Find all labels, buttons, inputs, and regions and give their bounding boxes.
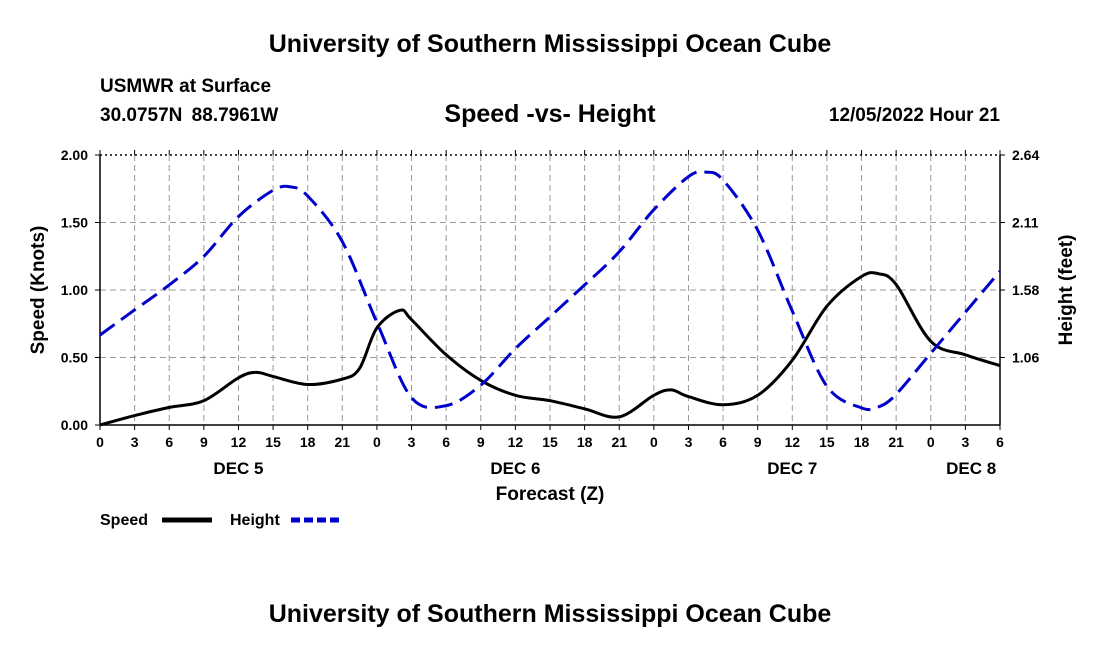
x-tick-label: 3 [408, 434, 416, 450]
x-tick-label: 18 [300, 434, 316, 450]
x-tick-label: 12 [508, 434, 524, 450]
x-tick-label: 15 [819, 434, 835, 450]
y-tick-label-left: 1.50 [61, 215, 88, 231]
x-tick-label: 3 [961, 434, 969, 450]
y-tick-label-right: 1.58 [1012, 282, 1039, 298]
x-tick-label: 18 [577, 434, 593, 450]
x-tick-label: 6 [719, 434, 727, 450]
x-tick-label: 9 [754, 434, 762, 450]
x-tick-label: 21 [335, 434, 351, 450]
x-tick-label: 6 [996, 434, 1004, 450]
chart-datetime: 12/05/2022 Hour 21 [828, 105, 1000, 126]
axis-layer [95, 150, 1005, 430]
x-tick-label: 0 [927, 434, 935, 450]
x-tick-label: 12 [785, 434, 801, 450]
y-tick-label-left: 1.00 [61, 282, 88, 298]
x-tick-label: 0 [650, 434, 658, 450]
x-day-label: DEC 6 [490, 459, 540, 478]
y-tick-label-left: 0.00 [61, 417, 88, 433]
y-tick-label-left: 0.50 [61, 350, 88, 366]
y-tick-label-right: 2.11 [1012, 215, 1039, 231]
station-name: USMWR at Surface [100, 76, 272, 97]
y-axis-title-right: Height (feet) [1056, 235, 1077, 346]
y-axis-title-left: Speed (Knots) [28, 226, 49, 355]
label-layer: 0 3 6 9 12 15 18 21 0 3 6 9 12 15 18 21 0 3 6 9 12 15 18 21 0 3 6 0… [61, 147, 1040, 478]
x-tick-label: 21 [888, 434, 904, 450]
x-tick-label: 6 [442, 434, 450, 450]
series-line-height [99, 170, 1002, 412]
series-layer [99, 170, 1002, 427]
x-tick-label: 6 [165, 434, 173, 450]
x-tick-label: 21 [611, 434, 627, 450]
x-tick-label: 18 [854, 434, 870, 450]
y-tick-label-right: 1.06 [1012, 350, 1039, 366]
x-tick-label: 3 [685, 434, 693, 450]
x-tick-label: 9 [200, 434, 208, 450]
main-title: University of Southern Mississippi Ocean… [268, 30, 832, 58]
legend-label-height: Height [230, 512, 280, 529]
legend-label-speed: Speed [100, 512, 148, 529]
x-tick-label: 15 [542, 434, 558, 450]
x-tick-label: 3 [131, 434, 139, 450]
y-tick-label-right: 2.64 [1012, 147, 1039, 163]
x-day-label: DEC 5 [213, 459, 263, 478]
footer-title: University of Southern Mississippi Ocean… [268, 600, 832, 628]
legend: Speed Height [100, 512, 342, 529]
x-day-label: DEC 8 [946, 459, 996, 478]
station-coords: 30.0757N 88.7961W [100, 105, 279, 126]
chart-title: Speed -vs- Height [444, 100, 656, 128]
x-tick-label: 12 [231, 434, 247, 450]
series-line-speed [99, 271, 1001, 427]
y-tick-label-left: 2.00 [61, 147, 88, 163]
grid-layer [100, 155, 1000, 425]
x-tick-label: 0 [96, 434, 104, 450]
x-tick-label: 15 [265, 434, 281, 450]
x-axis-title: Forecast (Z) [496, 484, 605, 505]
x-tick-label: 9 [477, 434, 485, 450]
x-tick-label: 0 [373, 434, 381, 450]
x-day-label: DEC 7 [767, 459, 817, 478]
